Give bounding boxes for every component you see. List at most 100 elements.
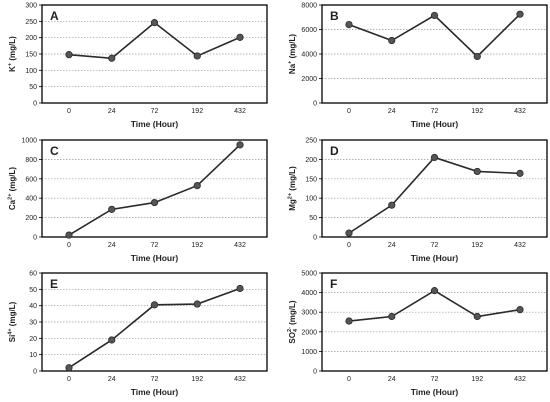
chart-panel-a: 0 50 100 150 200 250 300 0 24 72 192 432 Time (Hour)… xyxy=(8,3,268,129)
y-axis-label-ion: Si xyxy=(8,335,17,343)
y-tick-label: 100 xyxy=(305,196,317,203)
y-tick-label: 400 xyxy=(25,196,37,203)
x-tick-label: 432 xyxy=(514,242,526,249)
y-axis-label: K+ (mg/L) xyxy=(8,36,18,72)
y-axis-label-unit: (mg/L) xyxy=(288,34,297,61)
x-tick-label: 72 xyxy=(431,376,439,383)
panel-label: D xyxy=(330,144,339,158)
x-tick-label: 72 xyxy=(151,242,159,249)
x-tick-label: 24 xyxy=(388,376,396,383)
x-axis-label: Time (Hour) xyxy=(131,119,179,129)
data-point xyxy=(430,153,439,162)
x-tick-label: 432 xyxy=(234,108,246,115)
x-axis-label: Time (Hour) xyxy=(411,253,459,263)
y-tick-label: 60 xyxy=(29,271,37,278)
data-point xyxy=(388,312,396,321)
panel-label: E xyxy=(50,277,58,291)
y-tick-label: 200 xyxy=(25,215,37,222)
y-tick-label: 6000 xyxy=(301,27,317,34)
series-line xyxy=(348,13,521,58)
plot-frame xyxy=(321,139,548,238)
y-tick-label: 50 xyxy=(309,215,317,222)
x-tick-label: 72 xyxy=(151,108,159,115)
x-tick-label: 24 xyxy=(108,242,116,249)
x-tick-label: 0 xyxy=(347,376,351,383)
y-tick-label: 5000 xyxy=(301,271,317,278)
x-tick-label: 72 xyxy=(151,376,159,383)
x-axis-label: Time (Hour) xyxy=(131,387,179,397)
y-axis-label-superscript: 2+ xyxy=(8,194,14,200)
y-axis-label-superscript: 4+ xyxy=(8,328,14,334)
series-line xyxy=(68,287,241,369)
x-axis-label: Time (Hour) xyxy=(411,387,459,397)
data-point xyxy=(388,36,396,45)
data-point xyxy=(236,141,244,149)
y-tick-label: 250 xyxy=(305,138,317,145)
chart-panel-e: 0 10 20 30 40 50 60 0 24 72 192 432 Time (Hour) Si4+ … xyxy=(8,271,268,397)
x-tick-label: 0 xyxy=(347,242,351,249)
y-tick-label: 1000 xyxy=(21,138,37,145)
y-axis-label: Mg2+ (mg/L) xyxy=(288,166,298,211)
y-tick-label: 4000 xyxy=(301,290,317,297)
data-point xyxy=(108,54,116,62)
y-tick-label: 600 xyxy=(25,176,37,183)
x-tick-label: 24 xyxy=(388,108,396,115)
y-axis-label-superscript: 2- xyxy=(287,327,293,332)
x-tick-label: 192 xyxy=(191,242,203,249)
y-tick-label: 100 xyxy=(25,68,37,75)
plot-frame xyxy=(321,272,548,372)
x-tick-label: 24 xyxy=(388,242,396,249)
chart-panel-b: 0 2000 4000 6000 8000 0 24 72 192 432 Time (Hour) N… xyxy=(288,3,548,129)
y-tick-label: 3000 xyxy=(301,310,317,317)
plot-frame xyxy=(41,272,268,372)
y-tick-label: 200 xyxy=(305,157,317,164)
x-tick-label: 192 xyxy=(191,376,203,383)
series-line xyxy=(348,289,521,322)
data-point xyxy=(345,229,353,237)
y-axis-label-ion: SO xyxy=(288,332,297,344)
y-tick-label: 2000 xyxy=(301,76,317,83)
data-point xyxy=(345,317,353,325)
series-line xyxy=(68,144,241,236)
y-tick-label: 0 xyxy=(33,235,37,242)
data-point xyxy=(345,20,353,29)
data-point xyxy=(65,231,73,239)
x-tick-label: 432 xyxy=(234,376,246,383)
y-axis-label-ion: Ca xyxy=(8,199,17,210)
y-tick-label: 10 xyxy=(29,352,37,359)
panel-label: B xyxy=(330,9,339,23)
y-axis-label-unit: (mg/L) xyxy=(8,167,17,194)
series-line xyxy=(348,156,521,234)
y-axis-label-subscript: 4 xyxy=(293,328,299,332)
y-tick-label: 1000 xyxy=(301,349,317,356)
data-point xyxy=(108,336,116,344)
x-axis-label: Time (Hour) xyxy=(131,253,179,263)
data-point xyxy=(473,312,481,321)
chart-panel-d: 0 50 100 150 200 250 0 24 72 192 432 Time (Hour) Mg2… xyxy=(288,138,548,263)
chart-panel-f: 0 1000 2000 3000 4000 5000 0 24 72 192 432 Time (Ho… xyxy=(287,271,548,397)
y-axis-label-ion: Mg xyxy=(288,199,297,211)
y-axis-label-superscript: + xyxy=(288,61,294,64)
x-tick-label: 192 xyxy=(471,108,483,115)
data-point xyxy=(150,301,159,309)
x-tick-label: 0 xyxy=(67,376,71,383)
y-axis-label-superscript: 2+ xyxy=(288,193,294,199)
y-axis-label: SO42- (mg/L) xyxy=(287,300,299,344)
y-axis-label-unit: (mg/L) xyxy=(8,301,17,328)
series-line xyxy=(68,21,241,60)
x-tick-label: 0 xyxy=(347,108,351,115)
y-tick-label: 150 xyxy=(25,52,37,59)
y-axis-label: Na+ (mg/L) xyxy=(288,34,298,74)
y-axis-label-unit: (mg/L) xyxy=(8,36,17,63)
x-tick-label: 432 xyxy=(234,242,246,249)
data-point xyxy=(150,19,159,27)
data-point xyxy=(193,300,201,308)
data-point xyxy=(236,33,244,41)
x-tick-label: 432 xyxy=(514,376,526,383)
y-tick-label: 50 xyxy=(29,84,37,91)
data-point xyxy=(516,306,524,314)
x-tick-label: 24 xyxy=(108,108,116,115)
y-tick-label: 50 xyxy=(29,287,37,294)
x-tick-label: 192 xyxy=(471,242,483,249)
